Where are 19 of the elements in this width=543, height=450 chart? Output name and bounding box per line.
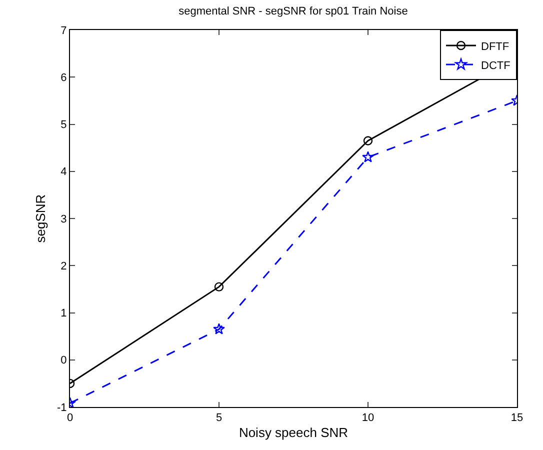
y-tick-label: 2 bbox=[60, 260, 67, 272]
y-tick-label: 4 bbox=[60, 166, 67, 178]
y-axis-title: segSNR bbox=[32, 194, 48, 243]
y-tick-label: 0 bbox=[60, 354, 67, 367]
point bbox=[363, 136, 373, 146]
x-tick-label: 10 bbox=[362, 412, 374, 424]
legend-label: DCTF bbox=[481, 60, 511, 72]
y-tick-label: 7 bbox=[60, 24, 67, 37]
legend-label: DFTF bbox=[481, 40, 510, 53]
point bbox=[214, 282, 224, 292]
x-tick-label: 5 bbox=[216, 412, 222, 424]
y-tick-label: 5 bbox=[60, 119, 67, 132]
x-tick-label: 15 bbox=[510, 412, 524, 424]
y-tick-label: 6 bbox=[60, 72, 67, 84]
y-tick-label: 3 bbox=[60, 213, 67, 226]
x-axis-title: Noisy speech SNR bbox=[238, 424, 348, 440]
y-tick-label: -1 bbox=[57, 402, 67, 414]
y-tick-label: 1 bbox=[60, 308, 67, 320]
chart-title: segmental SNR - segSNR for sp01 Train Noise bbox=[178, 5, 408, 18]
